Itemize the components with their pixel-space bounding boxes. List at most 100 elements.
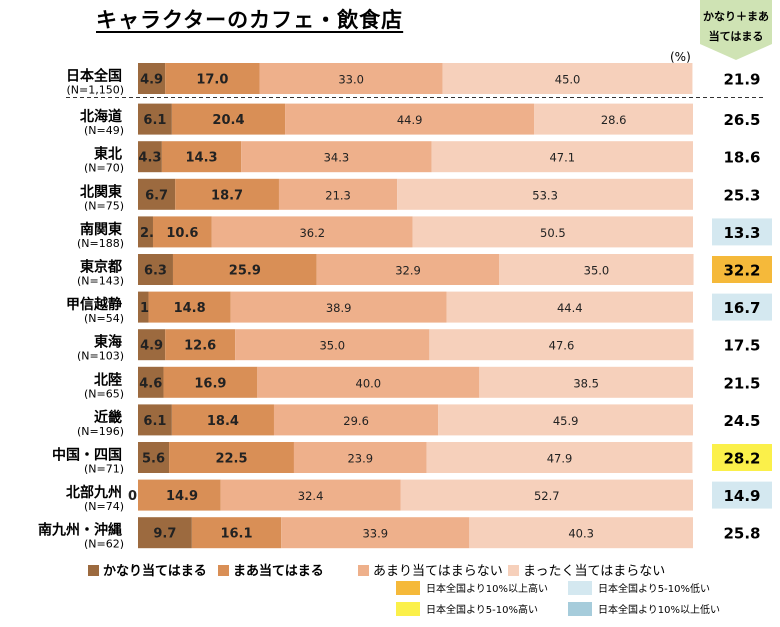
highlight-legend-item: 日本全国より5-10%高い xyxy=(396,601,538,616)
data-label: 21.3 xyxy=(325,188,351,202)
total-value: 14.9 xyxy=(723,487,760,505)
bar-segment xyxy=(169,442,294,473)
data-label: 34.3 xyxy=(324,151,350,165)
total-value: 24.5 xyxy=(723,412,760,430)
data-label: 4.9 xyxy=(140,73,163,88)
data-label: 40.3 xyxy=(568,527,594,541)
chart-title: キャラクターのカフェ・飲食店 xyxy=(96,8,404,32)
sample-size-label: (N=65) xyxy=(84,387,124,400)
region-label: 中国・四国 xyxy=(52,447,122,464)
bar-segment xyxy=(400,479,693,511)
data-label: 6.1 xyxy=(143,414,166,429)
bar-segment xyxy=(397,178,693,210)
data-label: 14.8 xyxy=(174,301,206,316)
bar-segment xyxy=(138,479,221,511)
bar-segment xyxy=(220,479,401,511)
data-label: 16.9 xyxy=(194,376,226,391)
legend-swatch xyxy=(508,565,519,576)
sample-size-label: (N=49) xyxy=(84,124,124,137)
highlight-swatch xyxy=(568,581,592,595)
bar-segment xyxy=(412,216,693,248)
bar-segment xyxy=(438,404,693,436)
bar-segment xyxy=(138,329,166,361)
region-label: 甲信越静 xyxy=(66,296,122,313)
bar-segment xyxy=(431,141,693,173)
legend-swatch xyxy=(358,565,369,576)
bar-segment xyxy=(172,254,317,285)
highlight-legend-item: 日本全国より10%以上低い xyxy=(568,601,720,616)
bar-segment xyxy=(138,291,149,323)
data-label: 4.3 xyxy=(138,151,161,166)
sample-size-label: (N=74) xyxy=(84,500,124,513)
highlight-legend-label: 日本全国より5-10%高い xyxy=(426,605,538,616)
legend-swatch xyxy=(88,565,99,576)
bar-segment xyxy=(442,63,693,94)
legend-item: あまり当てはまらない xyxy=(358,560,503,579)
highlight-swatch xyxy=(396,581,420,595)
sample-size-label: (N=70) xyxy=(84,162,124,175)
bar-segment xyxy=(138,442,170,473)
bar-segment xyxy=(152,216,212,248)
region-label: 東京都 xyxy=(80,259,122,276)
sample-size-label: (N=71) xyxy=(84,463,124,476)
bar-segment xyxy=(235,329,430,361)
highlight-legend-label: 日本全国より10%以上低い xyxy=(598,605,721,616)
data-label: 45.0 xyxy=(555,73,581,87)
bar-segment xyxy=(148,291,231,323)
sample-size-label: (N=196) xyxy=(77,425,124,438)
region-label: 北部九州 xyxy=(66,484,122,501)
data-label: 6.3 xyxy=(144,264,167,279)
data-label: 28.6 xyxy=(601,113,627,127)
region-label: 北海道 xyxy=(80,108,122,125)
data-label: 38.9 xyxy=(326,301,352,315)
highlight-legend-label: 日本全国より10%以上高い xyxy=(426,584,549,595)
bar-segment xyxy=(285,103,535,135)
region-label: 日本全国 xyxy=(66,68,122,85)
data-label: 22.5 xyxy=(215,452,247,467)
bar-segment xyxy=(278,178,398,210)
data-label: 29.6 xyxy=(343,414,369,428)
data-label: 12.6 xyxy=(184,339,216,354)
bar-segment xyxy=(429,329,694,361)
stacked-bar-chart: 日本全国(N=1,150) 4.9 17.0 33.0 45.0 21.9 北海道(N=49… xyxy=(38,63,772,551)
data-label: 47.1 xyxy=(549,151,575,165)
total-value: 25.8 xyxy=(723,525,760,543)
bar-segment xyxy=(241,141,432,173)
total-value: 21.9 xyxy=(723,71,760,89)
data-label: 18.4 xyxy=(207,414,239,429)
sample-size-label: (N=103) xyxy=(77,350,124,363)
bar-segment xyxy=(293,442,427,473)
total-highlight xyxy=(712,444,772,471)
data-label: 25.9 xyxy=(229,264,261,279)
bar-segment xyxy=(138,517,192,549)
bar-segment xyxy=(171,103,286,135)
data-label: 4.9 xyxy=(140,339,163,354)
bar-segment xyxy=(138,103,172,135)
data-label: 33.9 xyxy=(362,527,388,541)
data-label: 17.0 xyxy=(196,73,228,88)
highlight-legend-item: 日本全国より5-10%低い xyxy=(568,580,710,595)
bar-segment xyxy=(138,141,162,173)
total-highlight xyxy=(712,256,772,283)
sample-size-label: (N=188) xyxy=(77,237,124,250)
sample-size-label: (N=75) xyxy=(84,199,124,212)
data-label: 52.7 xyxy=(534,489,560,503)
region-label: 近畿 xyxy=(94,409,122,426)
legend-swatch xyxy=(218,565,229,576)
bar-segment xyxy=(138,216,153,248)
header-arrow-shape xyxy=(700,0,772,60)
bar-segment xyxy=(230,291,447,323)
data-label: 53.3 xyxy=(532,188,558,202)
data-label: 6.1 xyxy=(143,113,166,128)
bar-segment xyxy=(281,517,470,549)
sample-size-label: (N=62) xyxy=(84,538,124,551)
bar-segment xyxy=(138,254,173,285)
total-value: 17.5 xyxy=(723,337,760,355)
data-label: 45.9 xyxy=(553,414,579,428)
bar-segment xyxy=(165,63,260,94)
total-value: 32.2 xyxy=(723,262,760,280)
data-label: 47.9 xyxy=(547,452,573,466)
data-label: 32.9 xyxy=(395,264,421,278)
bar-segment xyxy=(171,404,274,436)
bar-segment xyxy=(191,517,282,549)
